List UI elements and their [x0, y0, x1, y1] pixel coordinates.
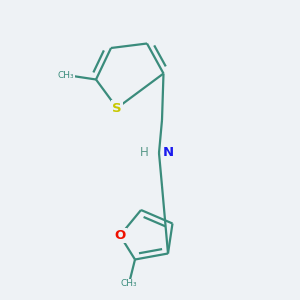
Text: CH₃: CH₃: [58, 70, 74, 80]
Text: CH₃: CH₃: [121, 279, 137, 288]
Text: H: H: [140, 146, 148, 160]
Text: S: S: [112, 101, 122, 115]
Text: N: N: [163, 146, 174, 160]
Text: O: O: [114, 229, 126, 242]
